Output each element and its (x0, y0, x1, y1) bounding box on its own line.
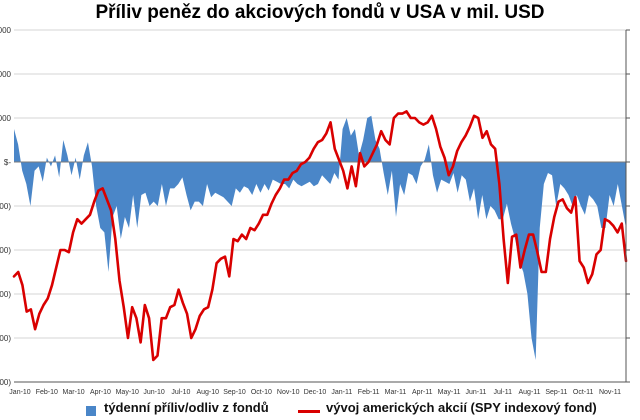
chart-plot: (10,000) (8,000) (6,000) (4,000) (2,000) $- 2,… (0, 26, 630, 396)
legend-swatch-flows (86, 406, 96, 416)
y-tick-label: 4,000 (0, 70, 12, 79)
x-tick-label: Apr-11 (412, 389, 433, 396)
x-tick-label: Jun-11 (465, 389, 486, 396)
y-tick-label: (10,000) (0, 378, 11, 387)
x-tick-label: May-11 (438, 389, 461, 396)
x-tick-label: Jun-10 (143, 389, 165, 396)
legend: týdenní příliv/odliv z fondů vývoj ameri… (0, 398, 640, 420)
x-axis-labels: Jan-10 Feb-10 Mar-10 Apr-10 May-10 Jun-10 Jul-… (9, 389, 621, 396)
x-tick-label: Mar-11 (385, 389, 407, 396)
y-tick-label: (4,000) (0, 246, 11, 255)
y-tick-label: $- (4, 158, 11, 167)
x-tick-label: Sep-10 (223, 389, 246, 396)
y-tick-label: 6,000 (0, 26, 12, 35)
flows-area-series (14, 115, 626, 360)
stock-line (12, 110, 628, 362)
y-tick-label: (8,000) (0, 334, 11, 343)
x-tick-label: Jan-11 (331, 389, 352, 396)
chart-title: Příliv peněz do akciových fondů v USA v … (95, 2, 545, 23)
y-tick-label: 2,000 (0, 114, 12, 123)
x-tick-label: Jan-10 (9, 389, 31, 396)
x-tick-label: Dec-10 (304, 389, 327, 396)
x-tick-label: Jul-11 (493, 389, 512, 396)
x-tick-label: Apr-10 (90, 389, 111, 396)
x-tick-label: Nov-10 (277, 389, 300, 396)
x-tick-label: Feb-11 (358, 389, 380, 396)
x-tick-label: Jul-10 (171, 389, 190, 396)
legend-label-flows: týdenní příliv/odliv z fondů (104, 400, 269, 415)
x-tick-label: May-10 (116, 389, 139, 396)
x-tick-label: Sep-11 (545, 389, 567, 396)
x-tick-label: Aug-10 (196, 389, 219, 396)
x-tick-label: Oct-10 (251, 389, 272, 396)
y-tick-label: (2,000) (0, 202, 11, 211)
x-tick-label: Aug-11 (519, 389, 541, 396)
stock-line-series (12, 110, 628, 362)
legend-swatch-stocks (298, 410, 320, 413)
x-tick-label: Feb-10 (36, 389, 58, 396)
x-tick-label: Mar-10 (63, 389, 85, 396)
legend-label-stocks: vývoj amerických akcií (SPY indexový fon… (326, 400, 597, 415)
y-tick-label: (6,000) (0, 290, 11, 299)
y-axis-labels: (10,000) (8,000) (6,000) (4,000) (2,000) $- 2,… (0, 26, 630, 387)
x-tick-label: Nov-11 (599, 389, 621, 396)
flows-area (14, 115, 626, 360)
axes (14, 30, 627, 383)
x-tick-label: Oct-11 (573, 389, 594, 396)
